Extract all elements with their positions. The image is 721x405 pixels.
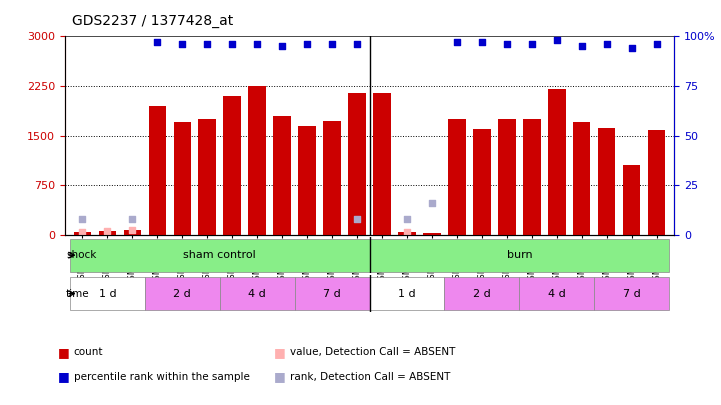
Bar — [548, 90, 565, 235]
Bar — [648, 130, 665, 235]
Bar — [523, 119, 541, 235]
Text: sham control: sham control — [183, 250, 256, 260]
Point — [252, 41, 263, 48]
Point — [651, 41, 663, 48]
Point — [551, 37, 562, 44]
Text: time: time — [66, 289, 89, 298]
Text: shock: shock — [66, 250, 97, 260]
Point — [177, 41, 188, 48]
Text: ■: ■ — [58, 370, 69, 383]
Bar — [149, 106, 166, 235]
Bar — [174, 122, 191, 235]
Bar — [348, 93, 366, 235]
Text: count: count — [74, 347, 103, 357]
Bar — [598, 128, 616, 235]
Bar — [298, 126, 316, 235]
Point — [576, 43, 588, 50]
Text: GDS2237 / 1377428_at: GDS2237 / 1377428_at — [72, 14, 234, 28]
Point — [501, 41, 513, 48]
Bar — [145, 277, 220, 310]
Bar — [323, 121, 341, 235]
Text: rank, Detection Call = ABSENT: rank, Detection Call = ABSENT — [290, 372, 450, 382]
Text: 1 d: 1 d — [99, 289, 116, 298]
Bar — [573, 122, 590, 235]
Point — [151, 39, 163, 46]
Text: ■: ■ — [274, 346, 286, 359]
Bar — [448, 119, 466, 235]
Bar — [224, 96, 241, 235]
Bar — [220, 277, 295, 310]
Bar — [623, 165, 640, 235]
Point — [401, 229, 412, 235]
Text: 7 d: 7 d — [323, 289, 341, 298]
Point — [351, 216, 363, 222]
Bar — [519, 277, 594, 310]
Bar — [123, 230, 141, 235]
Bar — [594, 277, 669, 310]
Text: ■: ■ — [274, 370, 286, 383]
Text: percentile rank within the sample: percentile rank within the sample — [74, 372, 249, 382]
Text: 1 d: 1 d — [398, 289, 416, 298]
Point — [351, 41, 363, 48]
Bar — [369, 277, 444, 310]
Bar — [498, 119, 516, 235]
Point — [276, 43, 288, 50]
Point — [526, 41, 538, 48]
Bar — [295, 277, 369, 310]
Point — [76, 228, 88, 235]
Point — [601, 41, 612, 48]
Point — [401, 216, 412, 222]
Text: 4 d: 4 d — [248, 289, 266, 298]
Text: burn: burn — [507, 250, 532, 260]
Bar — [423, 232, 441, 235]
Text: value, Detection Call = ABSENT: value, Detection Call = ABSENT — [290, 347, 455, 357]
Point — [327, 41, 338, 48]
Text: 2 d: 2 d — [473, 289, 491, 298]
Bar — [70, 277, 145, 310]
Point — [127, 227, 138, 233]
Point — [451, 39, 463, 46]
Bar — [369, 239, 669, 272]
Bar — [99, 231, 116, 235]
Bar — [373, 93, 391, 235]
Point — [426, 200, 438, 207]
Bar — [70, 239, 370, 272]
Text: ■: ■ — [58, 346, 69, 359]
Bar — [273, 116, 291, 235]
Bar — [249, 86, 266, 235]
Point — [102, 228, 113, 234]
Bar — [473, 129, 490, 235]
Bar — [444, 277, 519, 310]
Point — [626, 45, 637, 51]
Point — [127, 216, 138, 222]
Text: 7 d: 7 d — [623, 289, 640, 298]
Point — [226, 41, 238, 48]
Bar — [74, 232, 91, 235]
Text: 4 d: 4 d — [548, 289, 566, 298]
Point — [476, 39, 487, 46]
Point — [301, 41, 313, 48]
Point — [76, 216, 88, 222]
Bar — [398, 232, 416, 235]
Bar — [198, 119, 216, 235]
Text: 2 d: 2 d — [173, 289, 191, 298]
Point — [201, 41, 213, 48]
